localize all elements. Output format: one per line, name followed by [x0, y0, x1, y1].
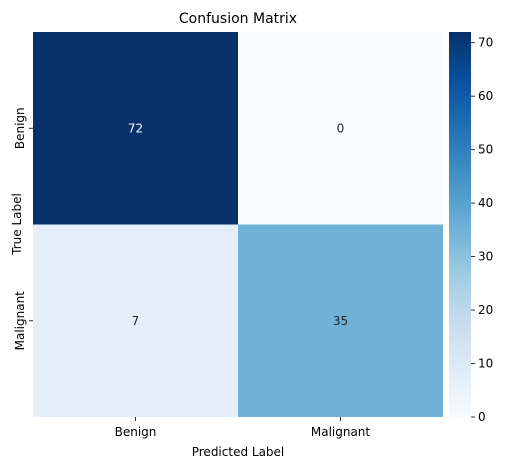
- x-axis-label: Predicted Label: [192, 445, 285, 459]
- heatmap-cell: [33, 32, 238, 225]
- x-tick-label: Malignant: [311, 425, 371, 439]
- y-axis: Benign Malignant: [13, 107, 33, 350]
- colorbar-tick-label: 20: [478, 303, 493, 317]
- heatmap-cells: [33, 32, 443, 417]
- y-tick-label: Malignant: [13, 291, 27, 351]
- cell-value-label: 0: [337, 121, 345, 135]
- colorbar: [449, 32, 471, 417]
- cell-value-label: 72: [128, 121, 143, 135]
- x-tick-label: Benign: [115, 425, 157, 439]
- heatmap-cell: [238, 32, 443, 225]
- heatmap-cell: [33, 224, 238, 417]
- colorbar-ticks: 0 10 20 30 40 50 60 70: [471, 36, 493, 424]
- colorbar-tick-label: 50: [478, 143, 493, 157]
- cell-value-label: 35: [333, 314, 348, 328]
- heatmap-cell: [238, 224, 443, 417]
- colorbar-tick-label: 0: [478, 410, 486, 424]
- colorbar-tick-label: 70: [478, 36, 493, 50]
- chart-title: Confusion Matrix: [179, 11, 297, 27]
- cell-value-label: 7: [132, 314, 140, 328]
- colorbar-tick-label: 10: [478, 357, 493, 371]
- y-axis-label: True Label: [10, 193, 24, 256]
- colorbar-tick-label: 30: [478, 250, 493, 264]
- heatmap-annotations: 72 0 7 35: [128, 121, 348, 328]
- x-axis: Benign Malignant: [115, 417, 371, 439]
- y-tick-label: Benign: [13, 107, 27, 149]
- colorbar-tick-label: 60: [478, 89, 493, 103]
- colorbar-tick-label: 40: [478, 196, 493, 210]
